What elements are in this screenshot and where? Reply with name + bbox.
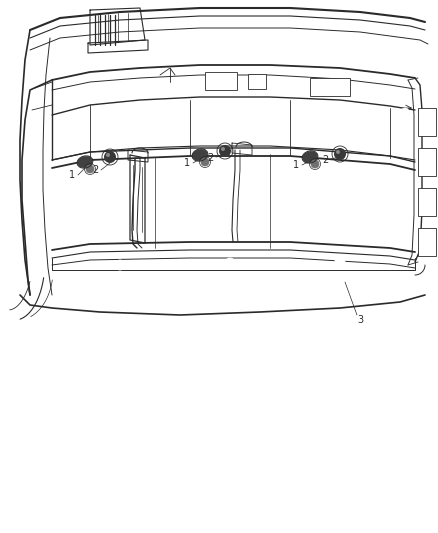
Circle shape [104,151,116,163]
Ellipse shape [193,150,207,160]
Circle shape [219,145,231,157]
Ellipse shape [303,152,317,162]
Bar [310,78,350,96]
Bar [248,74,266,89]
Text: 2: 2 [207,153,213,163]
Circle shape [336,150,340,154]
Circle shape [106,153,110,157]
Bar [418,108,436,136]
Text: 2: 2 [92,165,98,175]
Text: 3: 3 [357,315,363,325]
Text: 1: 1 [184,158,190,168]
Circle shape [335,256,345,266]
Bar [418,148,436,176]
Circle shape [334,148,346,160]
Circle shape [221,147,225,151]
Circle shape [401,108,409,116]
Circle shape [201,158,209,166]
Ellipse shape [78,157,92,167]
Circle shape [307,70,313,76]
Bar [418,188,436,216]
Text: 1: 1 [293,160,299,170]
Circle shape [311,160,319,168]
Bar [205,72,237,90]
Circle shape [225,258,235,268]
Text: 2: 2 [322,155,328,165]
Bar [418,228,436,256]
Circle shape [86,165,94,173]
Text: 1: 1 [69,170,75,180]
Circle shape [115,260,125,270]
